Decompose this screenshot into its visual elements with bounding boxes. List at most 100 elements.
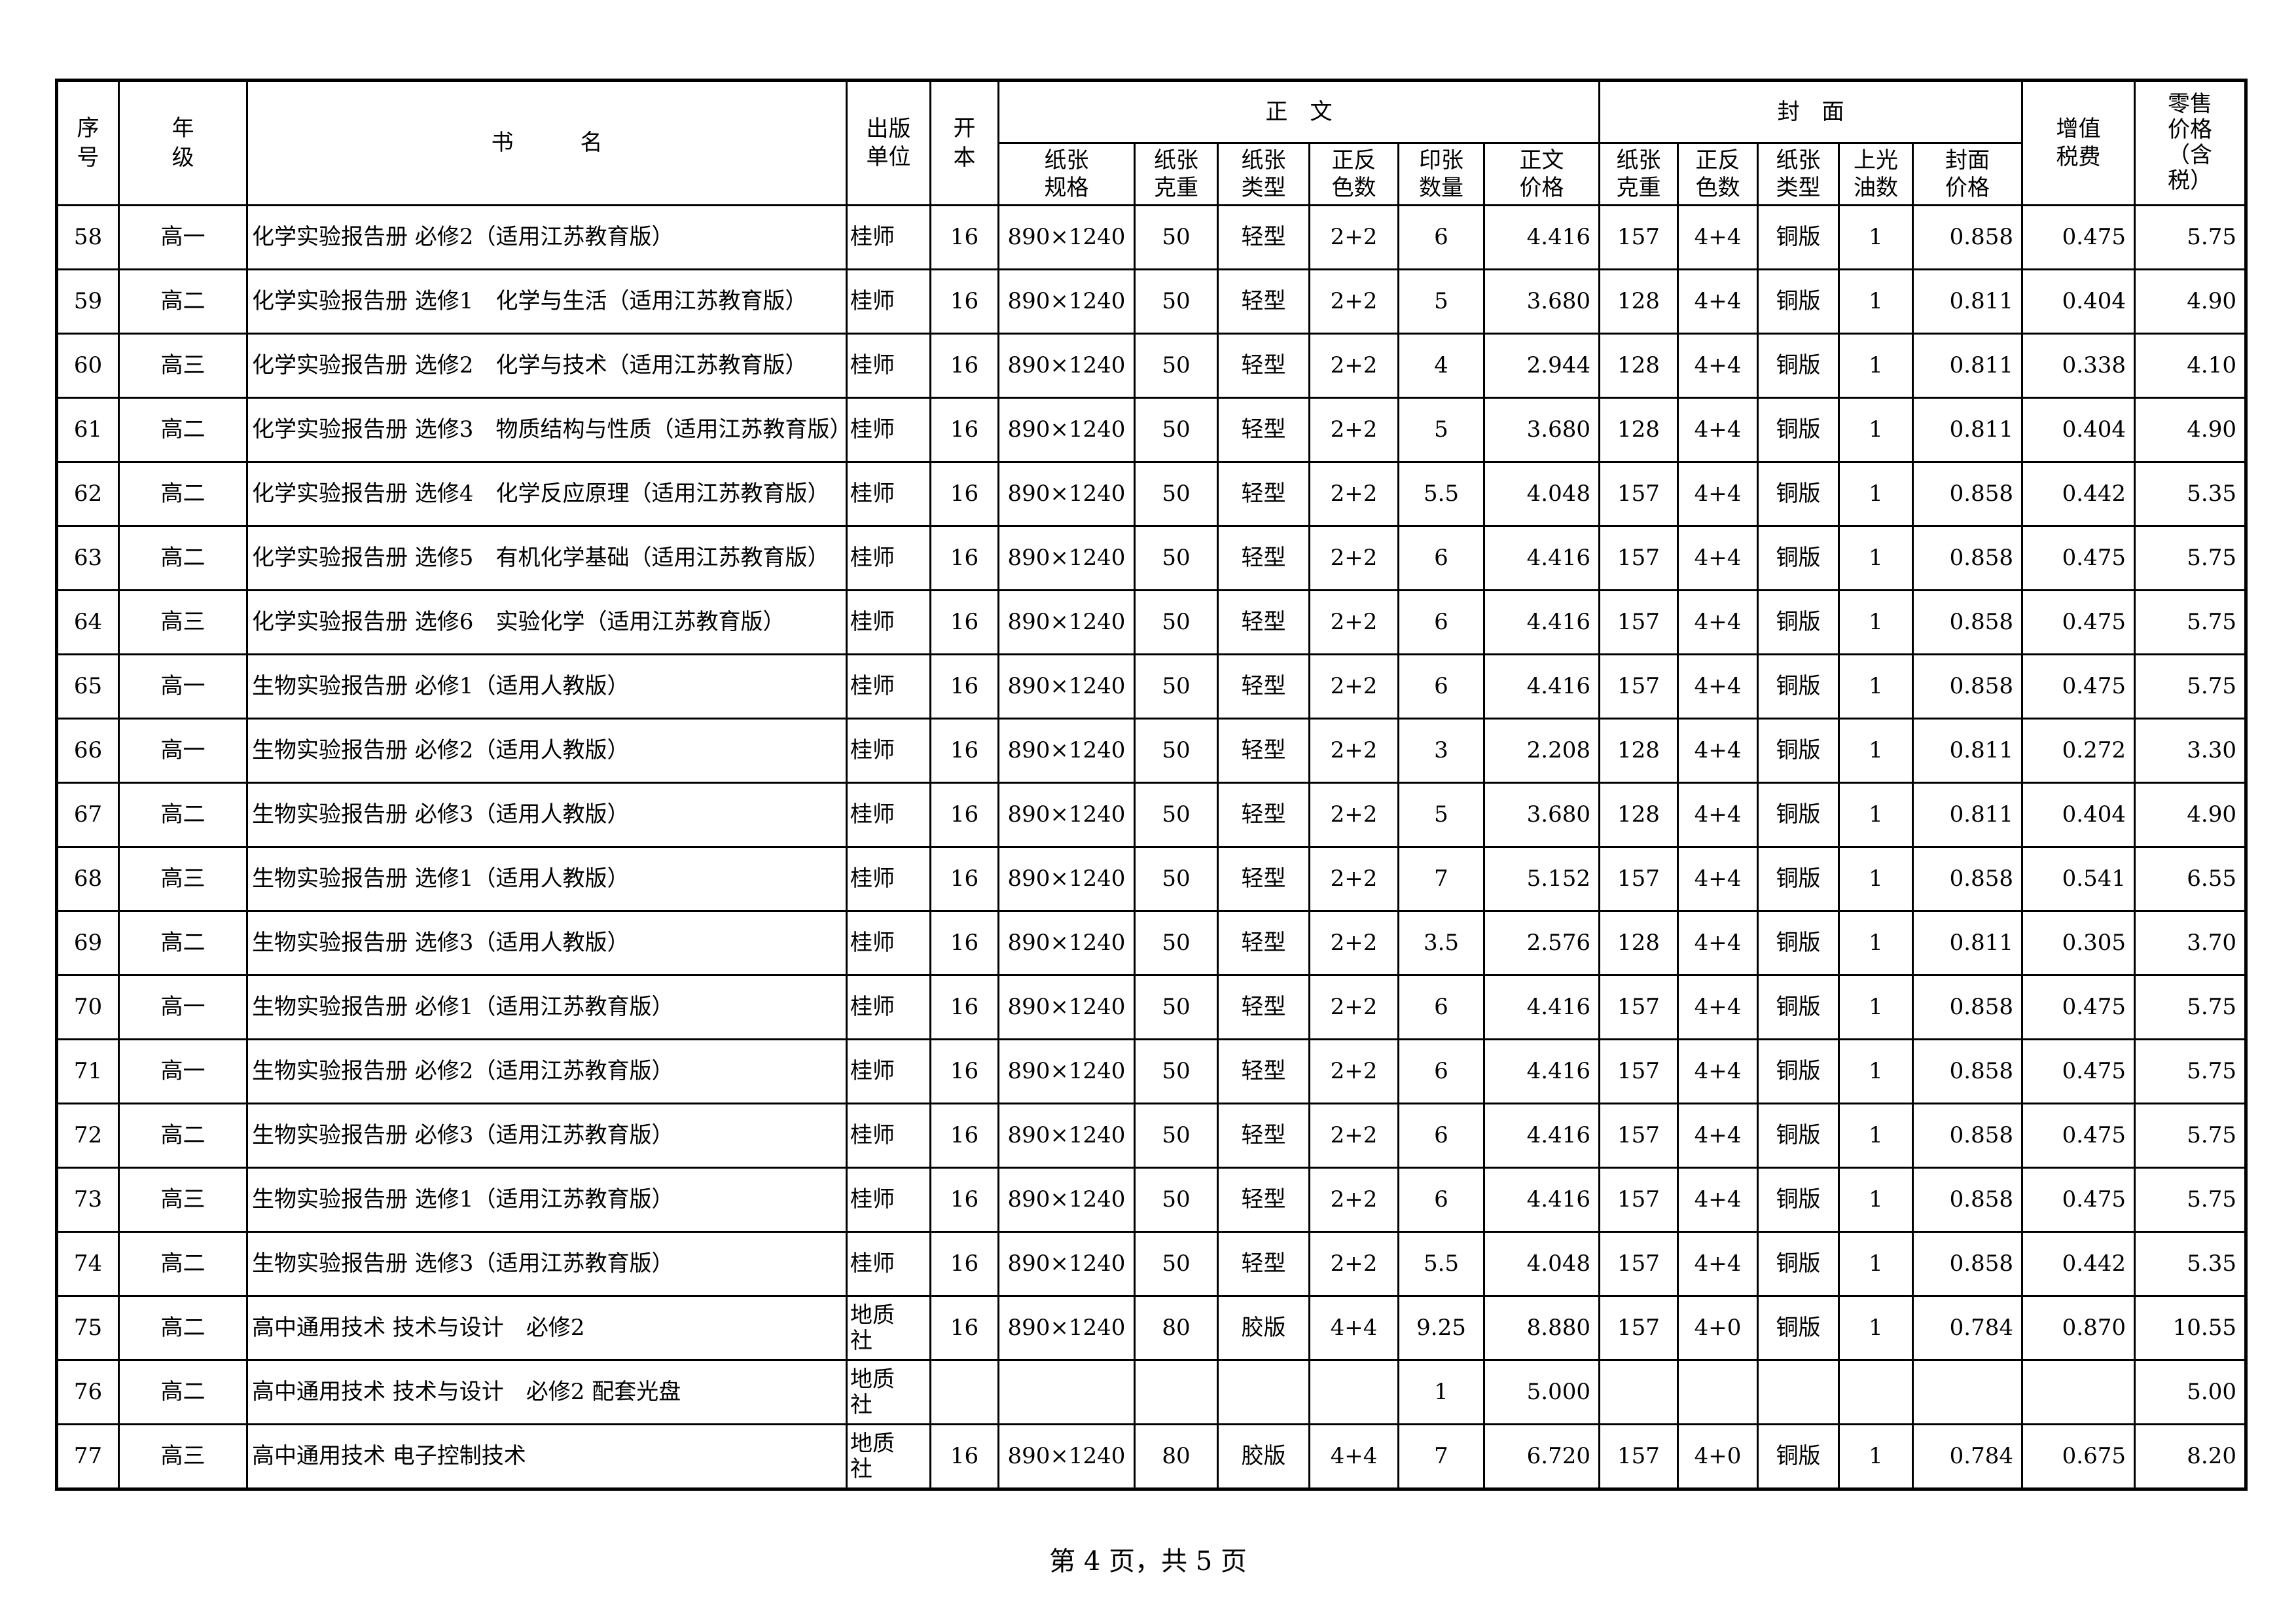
table-subheader: 纸张规格 纸张克重 纸张类型 正反色数 印张数量 正文价格 纸张克重 正反色数 纸张类型 上光油数…	[57, 142, 2246, 206]
cell-varnish: 1	[1838, 718, 1914, 784]
cell-vat: 0.675	[2021, 1423, 2136, 1490]
cell-cover-price: 0.811	[1912, 397, 2023, 463]
cell-title: 生物实验报告册 必修1（适用人教版）	[246, 653, 848, 720]
cell-cover-colors: 4+4	[1677, 653, 1759, 720]
cell-paper-size: 890×1240	[997, 846, 1136, 912]
cell-format: 16	[929, 268, 999, 335]
cell-paper-weight: 50	[1134, 333, 1219, 399]
cell-paper-type: 胶版	[1217, 1423, 1310, 1490]
header-body-col: 正反色数	[1308, 142, 1399, 206]
cell-grade: 高一	[118, 653, 248, 720]
cell-retail-price: 5.75	[2134, 653, 2247, 720]
cell-cover-paper-type: 铜版	[1757, 1103, 1840, 1169]
cell-body-price: 8.880	[1483, 1295, 1600, 1361]
table-row: 74 高二 生物实验报告册 选修3（适用江苏教育版） 桂师 16 890×1240 50 轻型…	[56, 1231, 2247, 1297]
cell-grade: 高一	[118, 1038, 248, 1104]
cell-body-price: 4.416	[1483, 974, 1600, 1040]
cell-cover-paper-type: 铜版	[1757, 525, 1840, 591]
cell-varnish: 1	[1838, 974, 1914, 1040]
cell-sheets: 5.5	[1397, 461, 1485, 527]
cell-vat: 0.870	[2021, 1295, 2136, 1361]
cell-colors: 2+2	[1308, 204, 1399, 270]
cell-colors: 2+2	[1308, 910, 1399, 976]
cell-grade: 高二	[118, 525, 248, 591]
cell-cover-colors: 4+4	[1677, 268, 1759, 335]
cell-cover-colors: 4+4	[1677, 1103, 1759, 1169]
cell-paper-type: 胶版	[1217, 1295, 1310, 1361]
cell-sheets: 5	[1397, 782, 1485, 848]
cell-title: 化学实验报告册 选修2 化学与技术（适用江苏教育版）	[246, 333, 848, 399]
cell-retail-price: 10.55	[2134, 1295, 2247, 1361]
cell-colors: 2+2	[1308, 1167, 1399, 1233]
cell-paper-weight: 50	[1134, 1167, 1219, 1233]
cell-paper-weight: 50	[1134, 1038, 1219, 1104]
cell-paper-type: 轻型	[1217, 525, 1310, 591]
cell-paper-size: 890×1240	[997, 782, 1136, 848]
cell-body-price: 2.944	[1483, 333, 1600, 399]
cell-paper-weight	[1134, 1359, 1219, 1425]
cell-varnish: 1	[1838, 333, 1914, 399]
table-row: 58 高一 化学实验报告册 必修2（适用江苏教育版） 桂师 16 890×1240 50 轻型…	[56, 204, 2247, 270]
cell-varnish: 1	[1838, 1295, 1914, 1361]
cell-title: 化学实验报告册 选修3 物质结构与性质（适用江苏教育版）	[246, 397, 848, 463]
cell-seq: 74	[56, 1231, 120, 1297]
cell-paper-size: 890×1240	[997, 204, 1136, 270]
cell-varnish: 1	[1838, 268, 1914, 335]
table-row: 77 高三 高中通用技术 电子控制技术 地质社 16 890×1240 80 胶版 4+4 7 6.…	[56, 1423, 2247, 1490]
cell-seq: 61	[56, 397, 120, 463]
cell-colors: 2+2	[1308, 653, 1399, 720]
cell-title: 化学实验报告册 选修5 有机化学基础（适用江苏教育版）	[246, 525, 848, 591]
cell-grade: 高一	[118, 718, 248, 784]
table-row: 75 高二 高中通用技术 技术与设计 必修2 地质社 16 890×1240 80 胶版 4+4…	[56, 1295, 2247, 1361]
cell-sheets: 6	[1397, 653, 1485, 720]
cell-publisher: 桂师	[846, 397, 931, 463]
cell-cover-weight: 157	[1598, 461, 1679, 527]
cell-sheets: 6	[1397, 525, 1485, 591]
cell-format: 16	[929, 1231, 999, 1297]
cell-publisher: 桂师	[846, 910, 931, 976]
cell-seq: 77	[56, 1423, 120, 1490]
cell-grade: 高二	[118, 1295, 248, 1361]
cell-varnish: 1	[1838, 461, 1914, 527]
cell-cover-colors	[1677, 1359, 1759, 1425]
cell-varnish: 1	[1838, 846, 1914, 912]
cell-varnish: 1	[1838, 397, 1914, 463]
cell-format: 16	[929, 718, 999, 784]
cell-retail-price: 5.75	[2134, 1103, 2247, 1169]
cell-cover-weight: 157	[1598, 846, 1679, 912]
cell-paper-weight: 50	[1134, 910, 1219, 976]
cell-cover-colors: 4+4	[1677, 718, 1759, 784]
cell-paper-type: 轻型	[1217, 1167, 1310, 1233]
cell-paper-size: 890×1240	[997, 974, 1136, 1040]
cell-body-price: 4.416	[1483, 204, 1600, 270]
cell-paper-weight: 80	[1134, 1295, 1219, 1361]
cell-cover-colors: 4+4	[1677, 1038, 1759, 1104]
cell-paper-type: 轻型	[1217, 461, 1310, 527]
cell-cover-weight: 157	[1598, 1038, 1679, 1104]
cell-grade: 高二	[118, 782, 248, 848]
cell-cover-price: 0.784	[1912, 1295, 2023, 1361]
cell-vat: 0.475	[2021, 1103, 2136, 1169]
cell-paper-type: 轻型	[1217, 397, 1310, 463]
cell-format: 16	[929, 910, 999, 976]
cell-colors: 2+2	[1308, 846, 1399, 912]
cell-publisher: 桂师	[846, 268, 931, 335]
header-body-col: 印张数量	[1397, 142, 1485, 206]
cell-retail-price: 5.75	[2134, 974, 2247, 1040]
table-body: 58 高一 化学实验报告册 必修2（适用江苏教育版） 桂师 16 890×1240 50 轻型…	[56, 204, 2247, 1490]
cell-seq: 76	[56, 1359, 120, 1425]
table-row: 71 高一 生物实验报告册 必修2（适用江苏教育版） 桂师 16 890×1240 50 轻型…	[56, 1038, 2247, 1104]
cell-vat: 0.475	[2021, 204, 2136, 270]
cell-colors: 2+2	[1308, 1231, 1399, 1297]
cell-cover-colors: 4+4	[1677, 1167, 1759, 1233]
cell-publisher: 桂师	[846, 846, 931, 912]
cell-colors: 2+2	[1308, 461, 1399, 527]
cell-title: 化学实验报告册 选修4 化学反应原理（适用江苏教育版）	[246, 461, 848, 527]
cell-cover-price: 0.811	[1912, 910, 2023, 976]
cell-seq: 66	[56, 718, 120, 784]
table-row: 60 高三 化学实验报告册 选修2 化学与技术（适用江苏教育版） 桂师 16 890×12…	[56, 333, 2247, 399]
cell-title: 生物实验报告册 必修1（适用江苏教育版）	[246, 974, 848, 1040]
header-title: 书 名	[246, 79, 848, 206]
table-row: 70 高一 生物实验报告册 必修1（适用江苏教育版） 桂师 16 890×1240 50 轻型…	[56, 974, 2247, 1040]
cell-cover-weight: 157	[1598, 204, 1679, 270]
